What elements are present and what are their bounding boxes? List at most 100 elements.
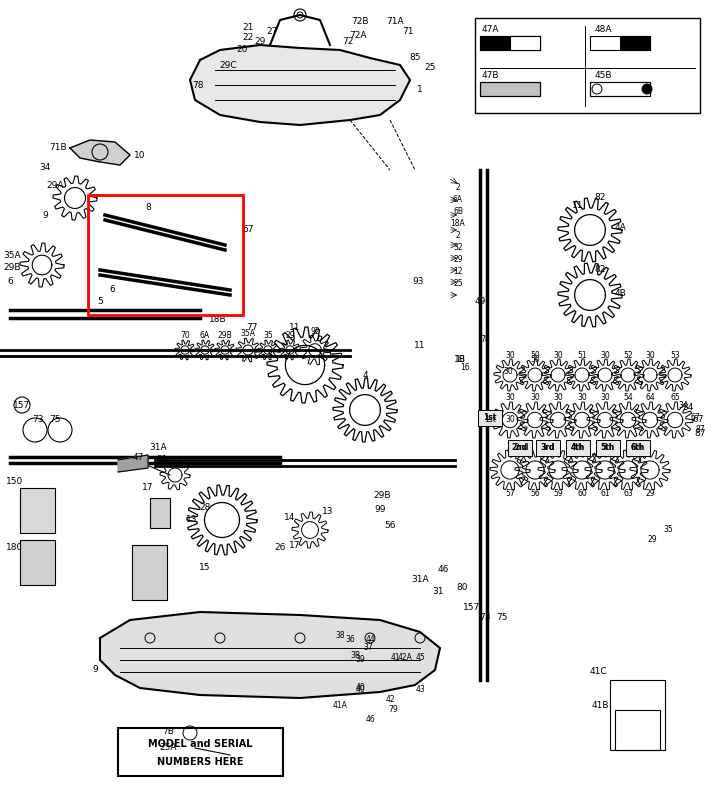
Bar [132,545,167,600]
Text: 37: 37 [363,643,373,653]
Text: 4A: 4A [614,223,626,233]
Text: 1B: 1B [454,355,466,365]
Text: 14: 14 [284,514,296,522]
Bar [615,710,660,750]
Text: 25A: 25A [159,743,177,753]
Bar [480,82,540,96]
Bar [118,728,283,776]
Text: 35: 35 [663,526,673,534]
Text: 30: 30 [505,394,515,402]
Text: 99: 99 [374,506,386,514]
Bar [596,440,620,456]
Text: 8: 8 [145,203,151,213]
Text: 3rd: 3rd [540,443,555,453]
Text: 71A: 71A [386,18,404,26]
Text: 60: 60 [577,490,587,498]
Text: 42A: 42A [398,654,412,662]
Bar [590,36,650,50]
Bar [480,36,540,50]
Text: 77: 77 [246,323,258,333]
Circle shape [642,84,652,94]
Text: 57: 57 [505,490,515,498]
Text: 46: 46 [365,715,375,725]
Text: 38: 38 [335,630,345,639]
Text: 41A: 41A [332,701,347,710]
Text: 75: 75 [49,415,61,425]
Text: 82: 82 [595,194,605,202]
Text: 65: 65 [670,394,680,402]
Text: 70: 70 [180,331,190,341]
Text: 59: 59 [553,490,563,498]
Text: 30: 30 [645,350,655,359]
Text: 61: 61 [600,490,610,498]
Text: 11: 11 [414,341,426,350]
Bar [590,82,650,96]
Bar [510,36,540,50]
Text: 17: 17 [289,541,301,550]
Text: 41C: 41C [589,667,607,677]
Text: 22: 22 [242,34,254,42]
Bar [20,540,55,585]
Text: 1B: 1B [455,355,465,365]
Text: 71: 71 [402,27,414,37]
Text: 157: 157 [14,401,31,410]
Text: 93: 93 [412,278,424,286]
Text: 41: 41 [390,654,400,662]
Text: 30: 30 [577,394,587,402]
Text: 30: 30 [503,367,513,377]
Text: 79: 79 [388,706,398,714]
Text: 1st: 1st [484,415,496,425]
Text: 31A: 31A [411,575,429,585]
Text: 4th: 4th [570,443,583,453]
Text: 150: 150 [6,478,24,486]
Text: 30: 30 [553,394,563,402]
Text: 6th: 6th [631,443,645,453]
Text: 50: 50 [530,350,540,359]
Text: 11: 11 [289,323,301,333]
Text: 40: 40 [355,683,365,693]
Text: 47A: 47A [481,26,499,34]
Text: 2: 2 [456,231,461,241]
Polygon shape [190,45,410,125]
Text: 6th: 6th [630,443,643,453]
Text: 78: 78 [480,335,490,345]
Text: 4: 4 [362,370,368,379]
Text: 31: 31 [432,587,443,597]
Text: 67: 67 [692,415,704,425]
Text: 3B: 3B [350,650,360,659]
Text: 29B: 29B [4,263,21,273]
Text: 9: 9 [42,210,48,219]
Text: 45B: 45B [594,71,612,81]
Text: 30: 30 [600,350,610,359]
Text: 51: 51 [578,350,587,359]
Text: 29: 29 [285,331,294,341]
Text: 36: 36 [345,635,355,645]
Text: 5: 5 [97,298,103,306]
Bar [478,410,502,426]
Circle shape [592,84,602,94]
Text: 16: 16 [460,362,470,371]
Text: 28: 28 [200,503,210,513]
Text: 63: 63 [623,490,633,498]
Text: 72A: 72A [349,30,366,39]
Text: 53: 53 [670,350,680,359]
Bar [508,440,532,456]
Bar [20,488,55,533]
Text: 56: 56 [384,521,396,530]
Text: 34: 34 [682,403,694,413]
Text: 35: 35 [263,331,273,341]
Text: 10: 10 [134,150,145,159]
Text: 18B: 18B [209,315,227,325]
Text: 35A: 35A [240,330,255,338]
Text: 67: 67 [690,414,700,422]
Text: 25: 25 [424,63,436,73]
Text: 39: 39 [355,655,365,665]
Text: 54: 54 [623,394,633,402]
Text: 30: 30 [530,394,540,402]
Text: 49: 49 [474,298,486,306]
Text: 30: 30 [505,415,515,425]
Text: 50: 50 [530,355,540,365]
Bar [620,36,650,50]
Text: 17: 17 [143,483,154,493]
Text: 82: 82 [595,266,605,274]
